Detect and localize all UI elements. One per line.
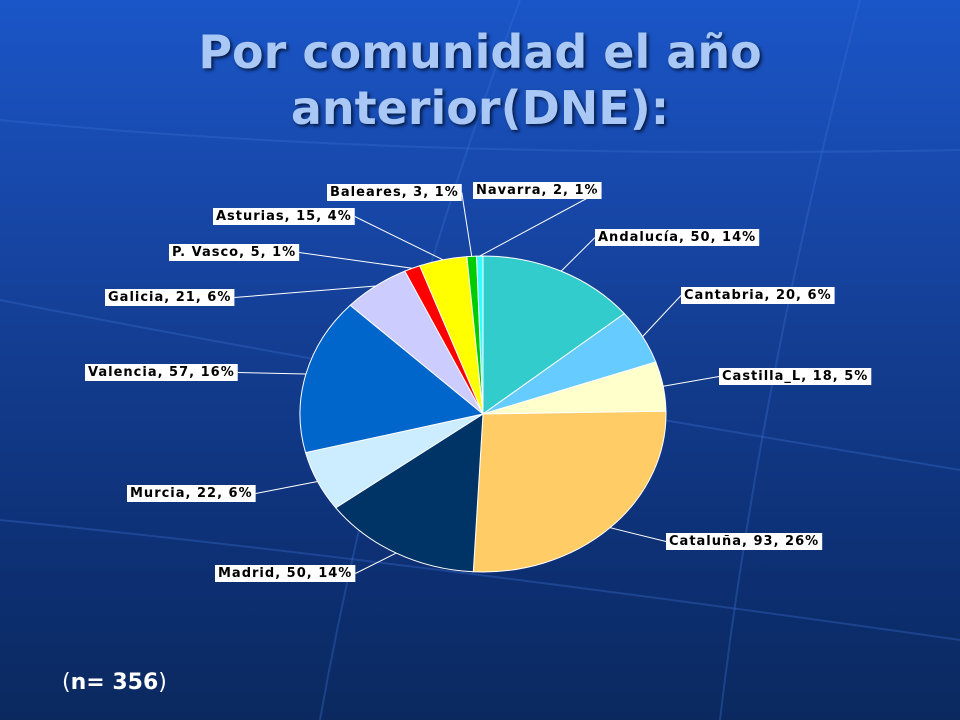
data-label-madrid: Madrid, 50, 14%: [218, 566, 352, 581]
data-label-box-castilla-l: [719, 368, 872, 385]
leader-line-navarra: [479, 190, 602, 257]
data-label-box-baleares: [327, 184, 462, 201]
data-label-box-asturias: [213, 208, 355, 225]
data-label-box-navarra: [473, 182, 602, 199]
pie-slice-andaluc-a: [482, 255, 626, 415]
leader-line-castilla-l: [663, 376, 720, 387]
note-open-paren: (: [62, 670, 71, 695]
leader-line-andaluc-a: [560, 237, 596, 272]
leader-line-murcia: [255, 480, 318, 494]
data-label-p-vasco: P. Vasco, 5, 1%: [172, 245, 296, 260]
leader-line-baleares: [461, 192, 473, 257]
data-label-murcia: Murcia, 22, 6%: [130, 486, 253, 501]
data-label-box-andaluc-a: [595, 229, 760, 246]
pie-slice-valencia: [299, 304, 485, 454]
data-label-baleares: Baleares, 3, 1%: [330, 185, 459, 200]
pie-slice-madrid: [334, 413, 484, 573]
data-label-box-catalu-a: [666, 533, 823, 550]
leader-line-p-vasco: [299, 252, 413, 269]
data-label-asturias: Asturias, 15, 4%: [216, 209, 352, 224]
data-label-andaluc-a: Andalucía, 50, 14%: [598, 230, 756, 245]
note-text: n= 356: [70, 670, 159, 695]
slide-title-line-1: Por comunidad el año: [198, 25, 762, 79]
leader-line-cantabria: [642, 295, 682, 337]
data-label-valencia: Valencia, 57, 16%: [88, 365, 235, 380]
slide-title: Por comunidad el año anterior(DNE):: [0, 24, 960, 136]
leader-line-madrid: [355, 552, 397, 574]
leader-line-valencia: [237, 372, 306, 375]
data-label-galicia: Galicia, 21, 6%: [108, 290, 231, 305]
slide-title-line-2: anterior(DNE):: [290, 81, 670, 135]
leader-line-catalu-a: [609, 527, 667, 542]
sample-size-note: (n= 356): [62, 670, 167, 695]
data-label-box-p-vasco: [169, 244, 300, 261]
data-label-box-valencia: [85, 364, 238, 381]
data-label-cantabria: Cantabria, 20, 6%: [684, 288, 832, 303]
data-label-box-murcia: [127, 485, 256, 502]
data-label-box-madrid: [215, 565, 356, 582]
data-label-box-cantabria: [681, 287, 835, 304]
data-label-box-galicia: [105, 289, 235, 306]
data-label-castilla-l: Castilla_L, 18, 5%: [722, 369, 868, 384]
pie-slice-catalu-a: [472, 410, 667, 573]
note-close-paren: ): [158, 670, 167, 695]
leader-line-asturias: [354, 216, 444, 261]
data-label-navarra: Navarra, 2, 1%: [476, 183, 599, 198]
leader-line-galicia: [234, 285, 376, 298]
data-label-catalu-a: Cataluña, 93, 26%: [669, 534, 819, 549]
